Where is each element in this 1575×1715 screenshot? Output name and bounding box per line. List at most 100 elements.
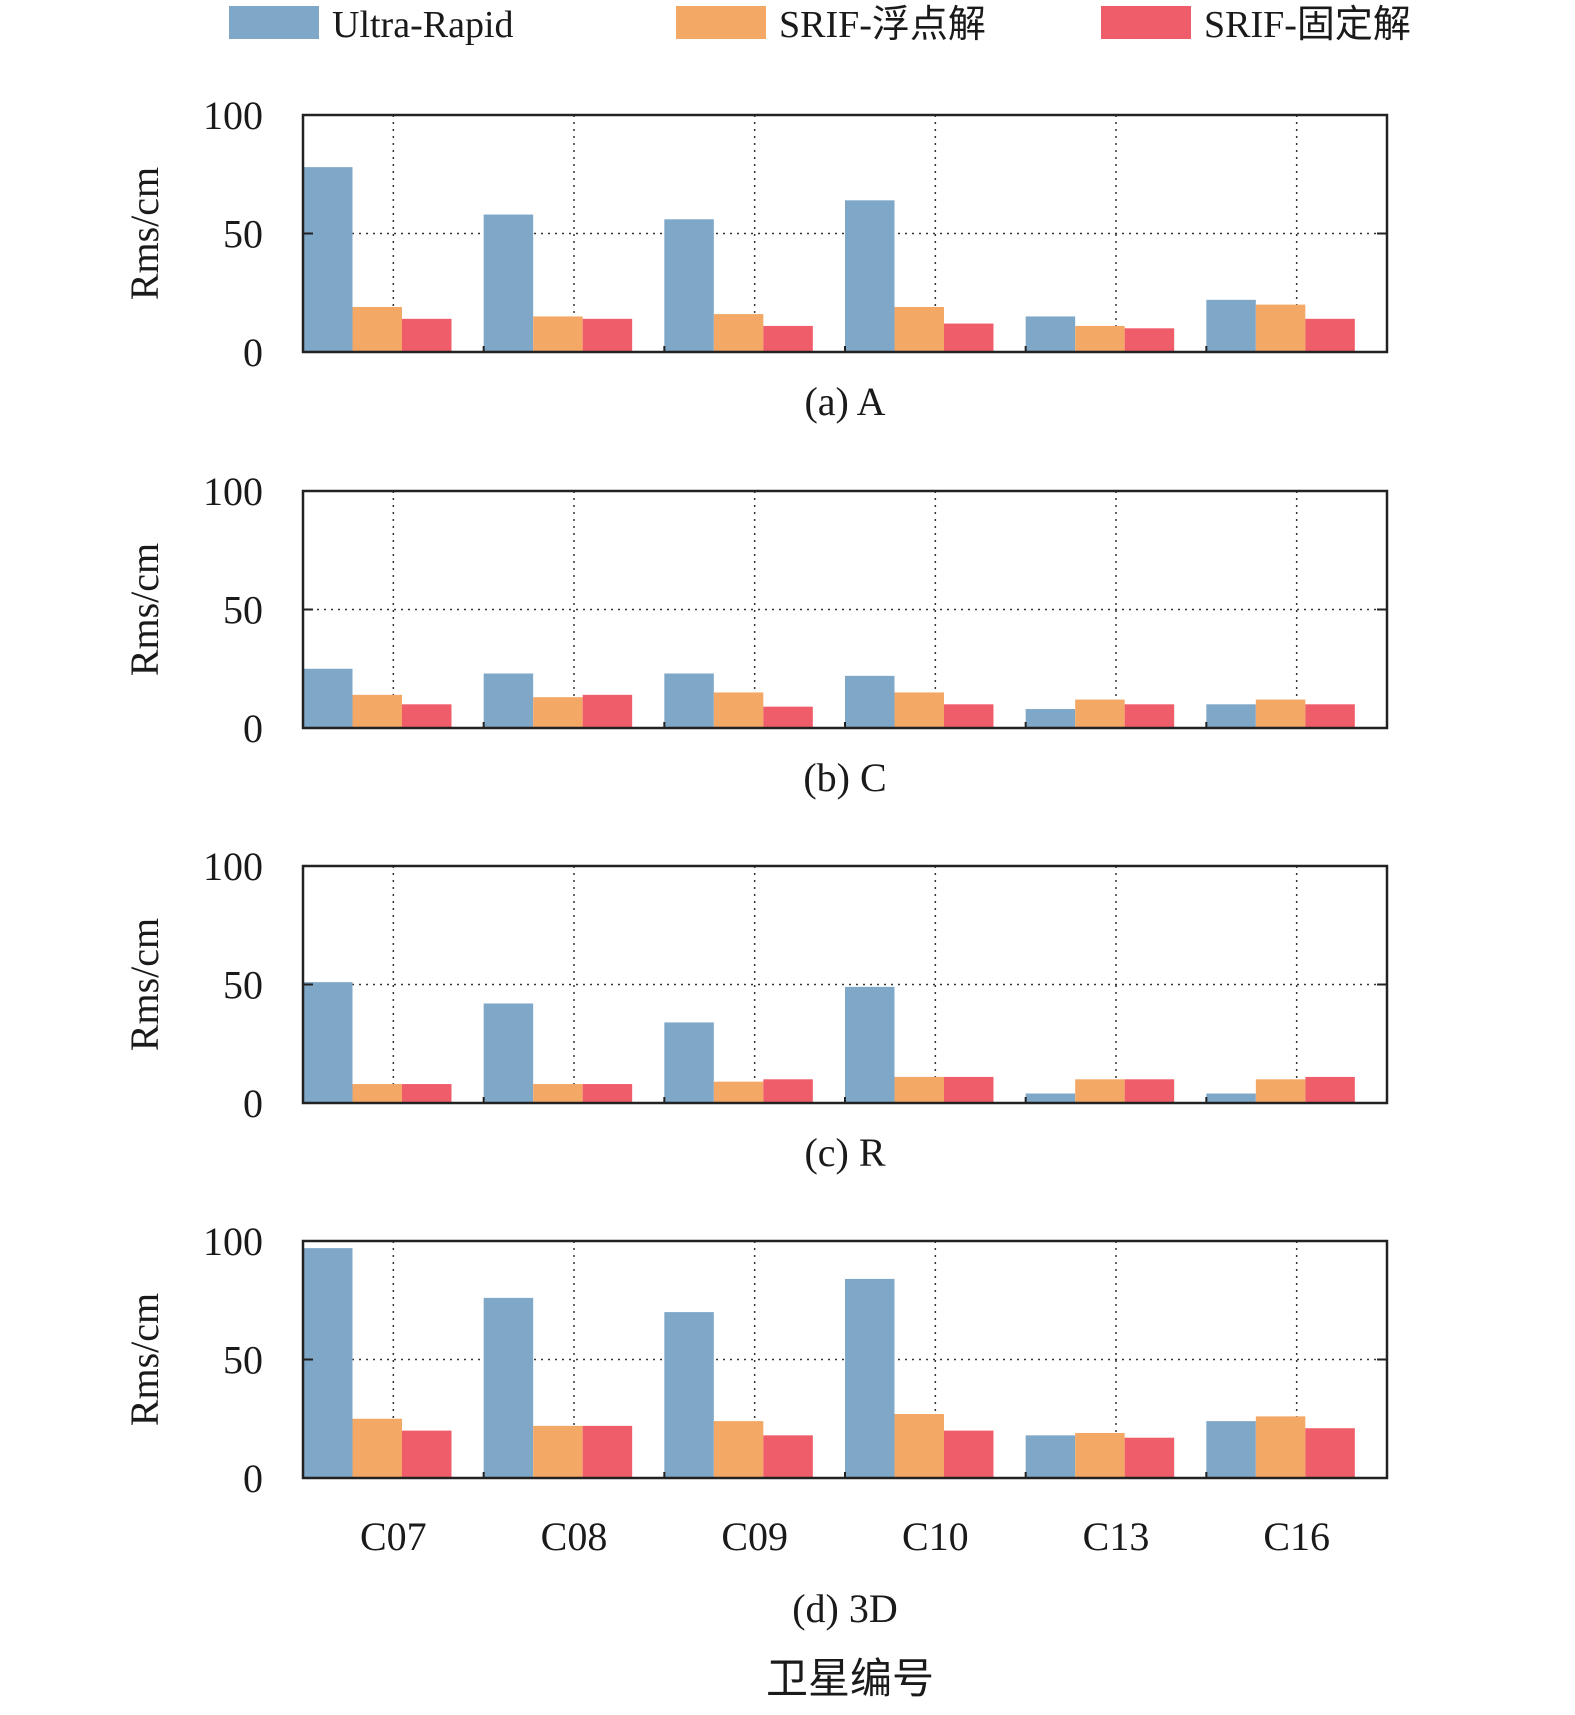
x-tick-label: C16 [1263,1514,1330,1559]
bar [582,1084,633,1103]
bar [303,167,353,352]
bar [1025,316,1076,352]
bar [1124,704,1175,728]
bar [533,316,583,352]
y-tick-label: 100 [203,844,263,889]
bar [845,1278,895,1478]
bar [894,306,944,352]
y-tick-label: 100 [203,93,263,138]
bar [483,1003,534,1103]
bar [845,675,895,728]
bar [894,1076,944,1103]
bar [1206,704,1256,728]
x-tick-label: C13 [1083,1514,1150,1559]
bar [303,668,353,728]
bar [1206,299,1256,352]
y-tick-label: 0 [243,1081,263,1126]
x-tick-label: C10 [902,1514,969,1559]
bar [1025,1435,1076,1478]
bar [533,1084,583,1103]
legend: Ultra-Rapid SRIF-浮点解 SRIF-固定解 [229,4,1411,46]
bar [303,982,353,1103]
y-tick-label: 0 [243,330,263,375]
x-tick-label: C08 [541,1514,608,1559]
bar [664,219,714,352]
bar [763,1079,813,1103]
bar [533,697,583,728]
y-tick-label: 100 [203,1219,263,1264]
legend-label: Ultra-Rapid [332,4,514,46]
bar [483,673,534,728]
bar [894,692,944,728]
bar [1124,328,1175,352]
y-tick-label: 50 [223,963,263,1008]
y-tick-label: 50 [223,588,263,633]
bar [1075,699,1125,728]
bar [402,1430,452,1478]
bar [664,1312,714,1478]
x-tick-label: C07 [360,1514,427,1559]
legend-swatch [676,6,766,39]
bar [713,692,764,728]
bar [1305,1076,1355,1103]
bar [944,1076,994,1103]
bar [533,1425,583,1478]
chart-panel: 0 50 100 Rms/cm C07 C08 C09 C10 C13 C16 (d) 3D [122,1219,1389,1631]
legend-label: SRIF-浮点解 [779,4,986,46]
panel-caption: (b) C [803,755,886,800]
y-tick-label: 50 [223,212,263,257]
chart-panel: 0 50 100 Rms/cm (a) A [122,93,1389,424]
bar [402,1084,452,1103]
bar [944,323,994,352]
bar [1075,1079,1125,1103]
bar [713,1081,764,1103]
bar [582,694,633,728]
bar [944,1430,994,1478]
panel-caption: (a) A [804,379,885,424]
panel-caption: (c) R [804,1130,885,1175]
bar [845,986,895,1103]
bar [1025,709,1076,728]
bar [352,694,402,728]
bar [713,314,764,352]
bar [1305,704,1355,728]
y-axis-label: Rms/cm [122,167,167,300]
bar [894,1414,944,1478]
bar [1206,1093,1256,1103]
bar [763,325,813,352]
bar [845,200,895,352]
bar [1124,1079,1175,1103]
bar [1255,1416,1306,1478]
y-tick-label: 50 [223,1338,263,1383]
bar [1255,1079,1306,1103]
bar [352,306,402,352]
legend-swatch [1101,6,1191,39]
bar [1206,1421,1256,1478]
bar [1025,1093,1076,1103]
bar [1305,318,1355,352]
bar [402,318,452,352]
bar [352,1418,402,1478]
bar [763,1435,813,1478]
bar [483,1297,534,1478]
bar [1255,699,1306,728]
legend-label: SRIF-固定解 [1204,4,1411,46]
bar [763,706,813,728]
bar [352,1084,402,1103]
y-axis-label: Rms/cm [122,1293,167,1426]
chart-panel: 0 50 100 Rms/cm (b) C [122,469,1389,800]
bar [402,704,452,728]
y-tick-label: 0 [243,1456,263,1501]
x-axis-label: 卫星编号 [766,1657,934,1703]
bar [944,704,994,728]
bar [1075,1432,1125,1478]
bar [582,1425,633,1478]
y-tick-label: 0 [243,706,263,751]
bar [483,214,534,352]
panel-caption: (d) 3D [792,1586,898,1631]
y-tick-label: 100 [203,469,263,514]
bar [1305,1428,1355,1478]
bar [713,1421,764,1478]
x-tick-label: C09 [721,1514,788,1559]
